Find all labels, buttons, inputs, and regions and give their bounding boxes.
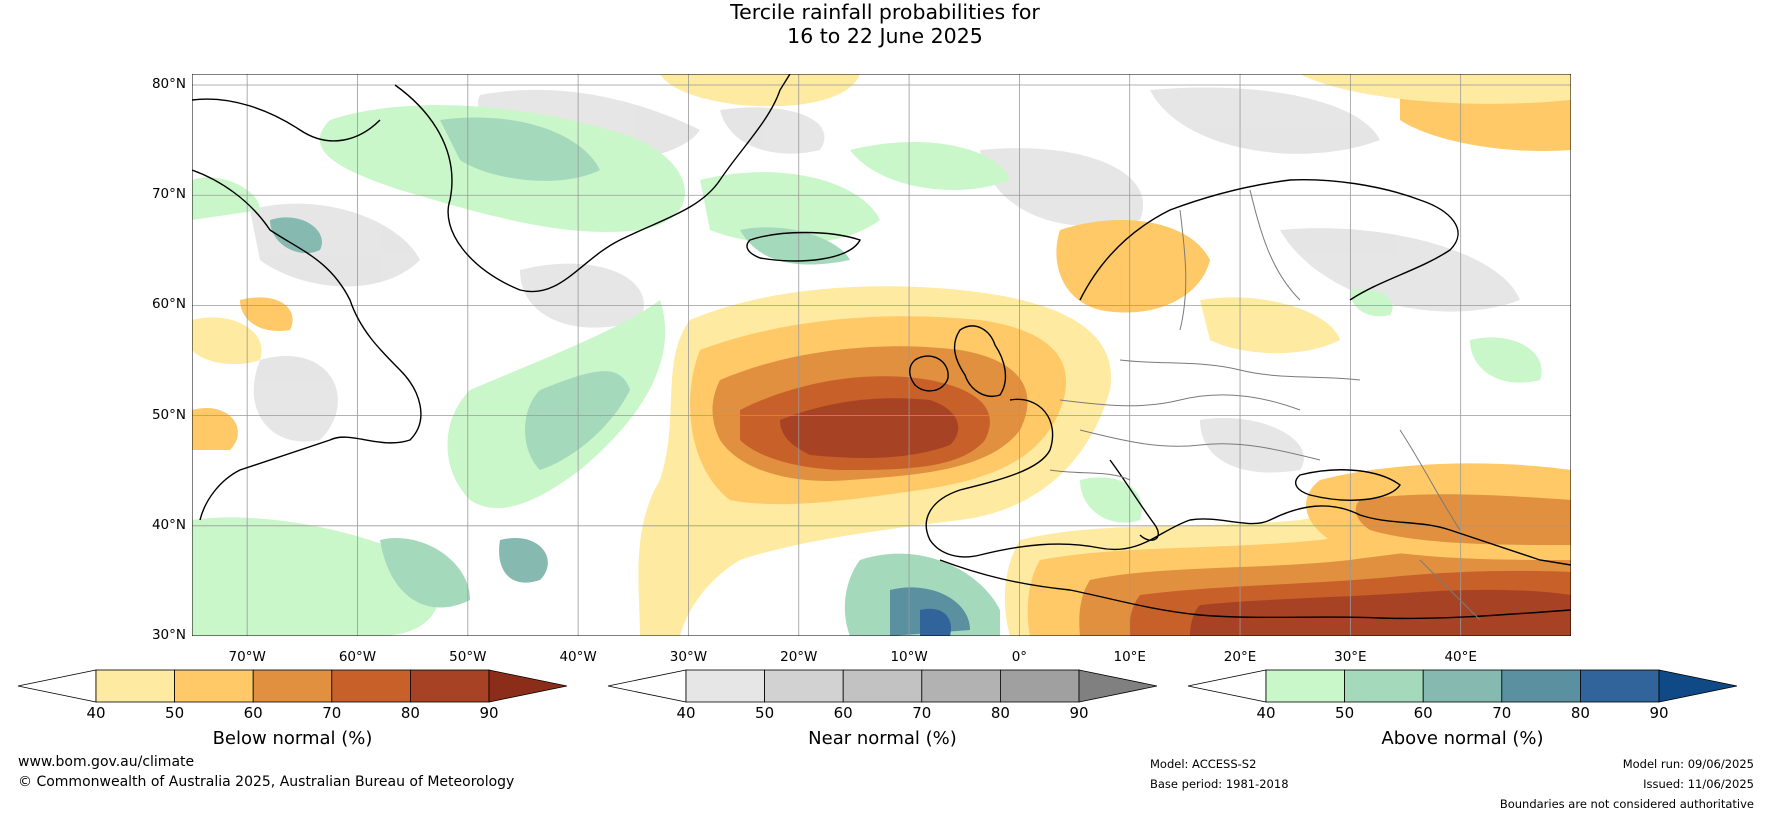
colorbar-low-extension: [607, 669, 687, 703]
map-panel: [192, 74, 1571, 636]
website-text: www.bom.gov.au/climate: [18, 754, 195, 770]
longitude-label: 60°W: [338, 649, 377, 665]
longitude-label: 20°W: [780, 649, 818, 665]
title-line-1: Tercile rainfall probabilities for: [730, 0, 1040, 24]
colorbar-tick-label: 60: [1413, 704, 1433, 722]
greenland-coastline: [394, 74, 791, 293]
north-africa-coastline: [939, 559, 1571, 620]
europe-west-coastline: [925, 398, 1054, 558]
longitude-label: 40°W: [559, 649, 597, 665]
colorbar-tick-label: 40: [1256, 704, 1276, 722]
colorbar-segment: [252, 669, 333, 703]
colorbar-segment: [842, 669, 923, 703]
mediterranean-coastline: [979, 505, 1571, 566]
latitude-label: 40°N: [151, 516, 186, 533]
colorbar-tick-label: 80: [1570, 704, 1590, 722]
base-period-text: Base period: 1981-2018: [1150, 777, 1289, 791]
colorbar-tick-label: 50: [165, 704, 185, 722]
colorbar-tick-label: 50: [755, 704, 775, 722]
longitude-label: 30°E: [1334, 649, 1367, 665]
colorbar-high-extension: [488, 669, 568, 703]
scandinavia-coastline: [1079, 178, 1459, 301]
colorbar-segment: [1580, 669, 1660, 703]
longitude-label: 20°E: [1223, 649, 1257, 665]
british-isles-coastline: [953, 325, 1007, 397]
colorbar: [1187, 669, 1738, 703]
above-normal-shading: [192, 105, 1542, 636]
colorbar-low-extension: [1187, 669, 1267, 703]
graticule: [192, 74, 1571, 636]
disclaimer-text: Boundaries are not considered authoritat…: [1499, 797, 1754, 811]
colorbar-tick-label: 70: [912, 704, 932, 722]
colorbar-tick-label: 50: [1335, 704, 1355, 722]
issued-text: Issued: 11/06/2025: [1643, 777, 1754, 791]
colorbar-high-extension: [1078, 669, 1158, 703]
colorbar-tick-label: 70: [322, 704, 342, 722]
colorbar-title: Below normal (%): [212, 728, 373, 749]
title-line-2: 16 to 22 June 2025: [787, 24, 983, 48]
longitude-label: 10°E: [1113, 649, 1146, 665]
hudson-area-coastline: [192, 98, 381, 142]
longitude-label: 40°E: [1444, 649, 1477, 665]
colorbar-tick-label: 80: [400, 704, 420, 722]
colorbar-segment: [685, 669, 765, 703]
colorbar-tick-label: 80: [990, 704, 1010, 722]
colorbar: [17, 669, 568, 703]
chart-title: Tercile rainfall probabilities for 16 to…: [0, 0, 1770, 48]
colorbar-segment: [409, 669, 490, 703]
colorbar-title: Near normal (%): [808, 728, 957, 749]
colorbar-title: Above normal (%): [1381, 728, 1544, 749]
copyright-text: © Commonwealth of Australia 2025, Austra…: [18, 774, 515, 790]
ireland-coastline: [909, 355, 949, 392]
colorbars: [17, 669, 1738, 703]
colorbar-tick-label: 40: [676, 704, 696, 722]
colorbar-segment: [174, 669, 254, 703]
black-sea-coastline: [1295, 469, 1401, 501]
colorbar-segment: [1344, 669, 1424, 703]
latitude-label: 60°N: [151, 296, 186, 313]
colorbar: [607, 669, 1158, 703]
country-borders: [1049, 189, 1481, 621]
longitude-label: 0°: [1011, 649, 1028, 665]
iceland-coastline: [746, 231, 861, 262]
latitude-label: 30°N: [151, 627, 186, 643]
colorbar-tick-label: 60: [833, 704, 853, 722]
north-america-coastline: [192, 169, 422, 521]
colorbar-tick-label: 60: [243, 704, 263, 722]
colorbar-segment: [95, 669, 175, 703]
colorbar-segment: [1422, 669, 1503, 703]
colorbar-segment: [1000, 669, 1080, 703]
colorbar-high-extension: [1658, 669, 1738, 703]
colorbar-segment: [1501, 669, 1581, 703]
longitude-label: 70°W: [228, 649, 266, 665]
model-run-text: Model run: 09/06/2025: [1622, 757, 1754, 771]
colorbar-tick-label: 90: [1069, 704, 1089, 722]
colorbar-tick-label: 90: [479, 704, 499, 722]
colorbar-tick-label: 40: [86, 704, 106, 722]
colorbar-low-extension: [17, 669, 97, 703]
coastlines: [192, 74, 1571, 620]
latitude-label: 50°N: [151, 406, 186, 423]
colorbar-tick-label: 70: [1492, 704, 1512, 722]
model-text: Model: ACCESS-S2: [1150, 757, 1257, 771]
longitude-label: 10°W: [890, 649, 928, 665]
latitude-label: 70°N: [151, 186, 186, 203]
colorbar-segment: [331, 669, 411, 703]
colorbar-tick-label: 90: [1649, 704, 1669, 722]
longitude-label: 50°W: [449, 649, 487, 665]
latitude-label: 80°N: [151, 76, 186, 93]
colorbar-segment: [1265, 669, 1345, 703]
colorbar-segment: [764, 669, 844, 703]
longitude-label: 30°W: [669, 649, 708, 665]
colorbar-segment: [921, 669, 1001, 703]
italy-coastline: [1109, 459, 1159, 541]
